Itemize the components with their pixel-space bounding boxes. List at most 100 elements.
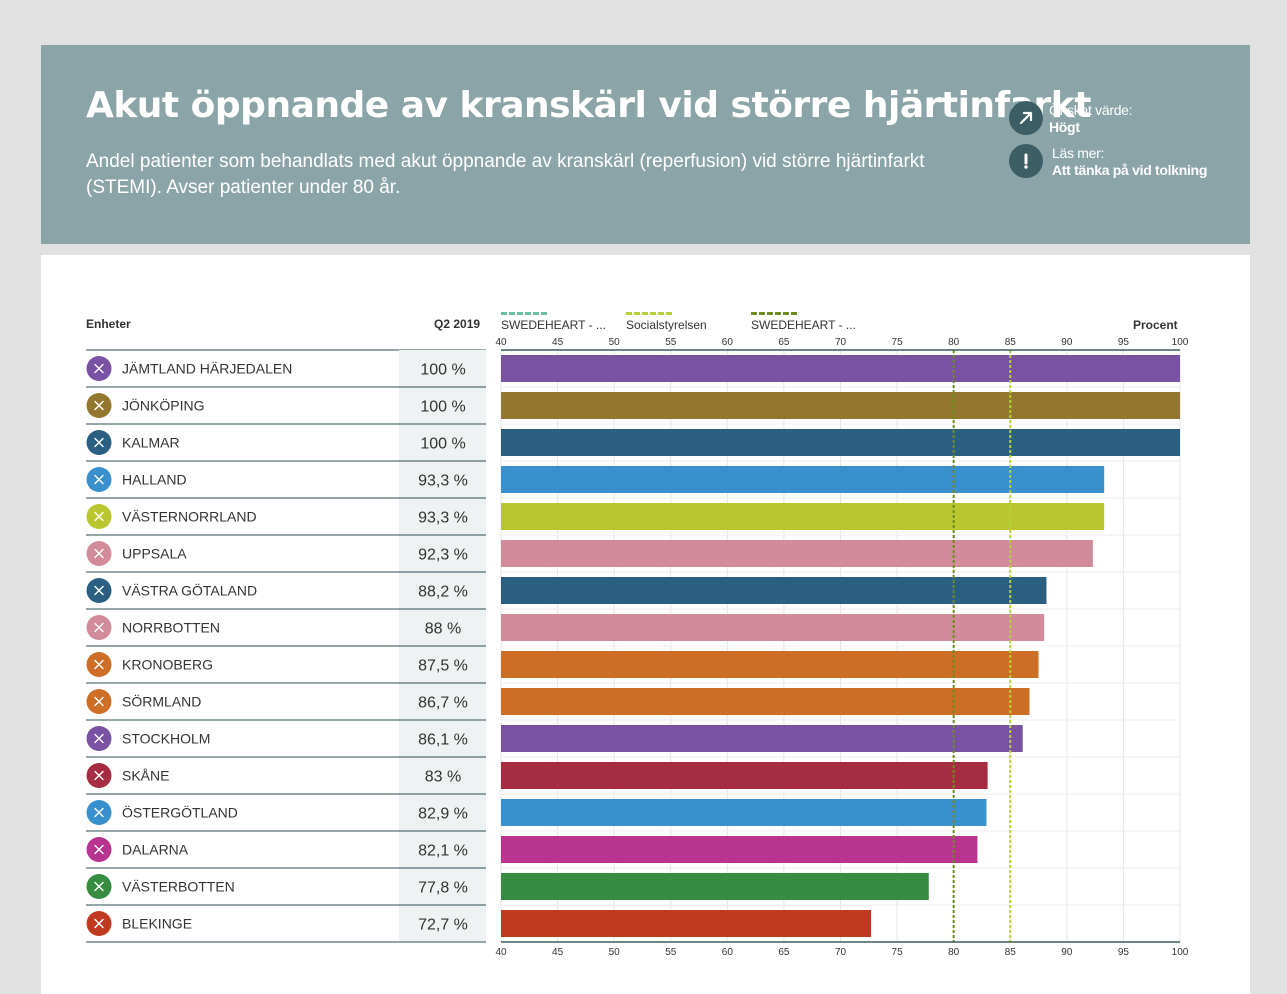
legend-label-3: SWEDEHEART - ... [751, 318, 856, 332]
top-tick-label: 55 [665, 337, 677, 348]
value-label: 93,3 % [418, 473, 468, 490]
unit-name: BLEKINGE [122, 916, 192, 932]
top-tick-label: 40 [495, 337, 507, 348]
top-tick-label: 100 [1172, 337, 1189, 348]
header-banner: Akut öppnande av kranskärl vid större hj… [41, 45, 1250, 244]
bar[interactable] [501, 836, 978, 863]
top-tick-label: 70 [835, 337, 847, 348]
bottom-tick-label: 65 [778, 947, 790, 958]
bar[interactable] [501, 873, 929, 900]
bottom-tick-label: 55 [665, 947, 677, 958]
top-tick-label: 85 [1005, 337, 1017, 348]
bar[interactable] [501, 392, 1180, 419]
close-icon [94, 696, 104, 707]
close-icon [94, 585, 104, 596]
unit-name: SÖRMLAND [122, 693, 201, 710]
close-icon [94, 622, 104, 633]
top-tick-label: 75 [892, 337, 904, 348]
exclamation-icon [1009, 144, 1043, 178]
top-tick-label: 95 [1118, 337, 1130, 348]
bar[interactable] [501, 503, 1105, 530]
bottom-tick-label: 40 [495, 947, 507, 958]
close-icon [94, 659, 104, 670]
unit-name: UPPSALA [122, 546, 187, 562]
top-tick-label: 50 [609, 337, 621, 348]
bar[interactable] [501, 540, 1093, 567]
value-label: 72,7 % [418, 917, 468, 934]
bar[interactable] [501, 651, 1039, 678]
unit-name: DALARNA [122, 842, 189, 858]
bottom-tick-label: 70 [835, 947, 847, 958]
unit-name: ÖSTERGÖTLAND [122, 804, 238, 821]
bar[interactable] [501, 910, 872, 937]
close-icon [94, 918, 104, 929]
value-label: 86,7 % [418, 695, 468, 712]
legend-swatch-3 [751, 312, 797, 315]
bar[interactable] [501, 429, 1180, 456]
desired-value-text: Högt [1049, 119, 1080, 135]
value-label: 87,5 % [418, 658, 468, 675]
top-tick-label: 45 [552, 337, 564, 348]
close-icon [94, 881, 104, 892]
bar[interactable] [501, 688, 1030, 715]
read-more-text[interactable]: Att tänka på vid tolkning [1052, 162, 1208, 178]
bottom-tick-label: 95 [1118, 947, 1130, 958]
unit-name: VÄSTERNORRLAND [122, 509, 257, 525]
bar[interactable] [501, 466, 1105, 493]
units-column-header: Enheter [86, 317, 131, 331]
bottom-tick-label: 50 [609, 947, 621, 958]
close-icon [94, 474, 104, 485]
bar[interactable] [501, 577, 1047, 604]
bottom-tick-label: 75 [892, 947, 904, 958]
value-label: 93,3 % [418, 510, 468, 527]
value-label: 83 % [425, 769, 461, 786]
read-more-label: Läs mer: [1052, 145, 1105, 161]
top-tick-label: 90 [1061, 337, 1073, 348]
close-icon [94, 437, 104, 448]
unit-name: KRONOBERG [122, 657, 213, 673]
legend-swatch-1 [501, 312, 547, 315]
desired-value-label: Önskat värde: [1049, 102, 1133, 118]
unit-name: VÄSTRA GÖTALAND [122, 582, 257, 599]
value-label: 82,9 % [418, 806, 468, 823]
top-tick-label: 65 [778, 337, 790, 348]
value-label: 100 % [420, 436, 465, 453]
value-label: 88 % [425, 621, 461, 638]
bar[interactable] [501, 799, 987, 826]
bar[interactable] [501, 614, 1045, 641]
close-icon [94, 548, 104, 559]
close-icon [94, 807, 104, 818]
page-title: Akut öppnande av kranskärl vid större hj… [86, 85, 1091, 126]
bar[interactable] [501, 762, 988, 789]
close-icon [94, 733, 104, 744]
close-icon [94, 363, 104, 374]
period-column-header: Q2 2019 [434, 317, 481, 331]
value-label: 77,8 % [418, 880, 468, 897]
unit-name: SKÅNE [122, 768, 169, 784]
unit-name: KALMAR [122, 435, 180, 451]
bottom-tick-label: 100 [1172, 947, 1189, 958]
axis-unit-label: Procent [1133, 318, 1178, 332]
unit-name: STOCKHOLM [122, 731, 210, 747]
close-icon [94, 844, 104, 855]
page-subtitle: Andel patienter som behandlats med akut … [86, 151, 925, 198]
legend-swatch-2 [626, 312, 672, 315]
value-label: 86,1 % [418, 732, 468, 749]
bar[interactable] [501, 725, 1023, 752]
unit-name: HALLAND [122, 472, 187, 488]
value-label: 82,1 % [418, 843, 468, 860]
bottom-tick-label: 80 [948, 947, 960, 958]
unit-name: VÄSTERBOTTEN [122, 879, 235, 895]
legend-label-1: SWEDEHEART - ... [501, 318, 606, 332]
bottom-tick-label: 90 [1061, 947, 1073, 958]
arrow-up-right-icon [1009, 101, 1043, 135]
unit-name: JÄMTLAND HÄRJEDALEN [122, 361, 292, 377]
close-icon [94, 770, 104, 781]
value-label: 100 % [420, 362, 465, 379]
bar[interactable] [501, 355, 1180, 382]
value-label: 88,2 % [418, 584, 468, 601]
close-icon [94, 511, 104, 522]
unit-name: NORRBOTTEN [122, 620, 220, 636]
close-icon [94, 400, 104, 411]
